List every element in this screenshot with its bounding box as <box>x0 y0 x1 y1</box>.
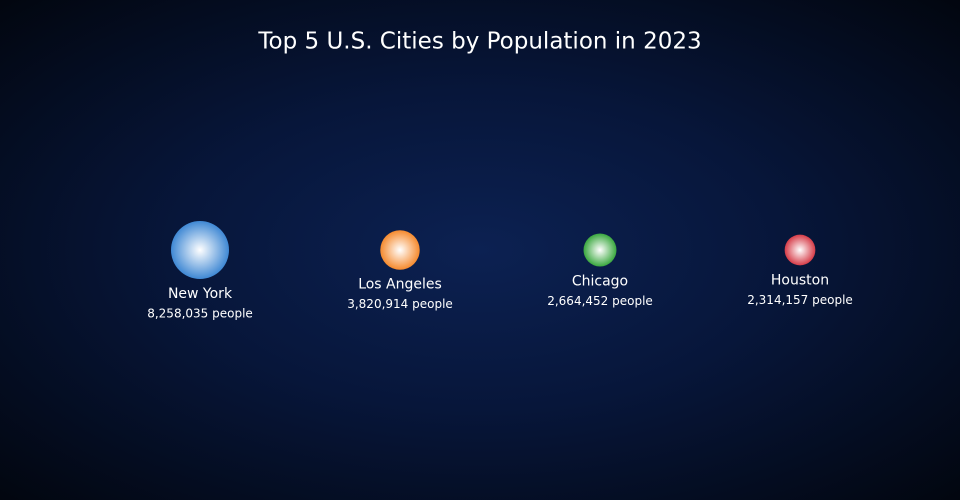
value-label: 3,820,914 people <box>347 297 453 311</box>
city-label: New York <box>168 286 233 302</box>
city-label: Houston <box>771 272 829 288</box>
bubble <box>380 230 420 270</box>
bubble <box>171 221 229 279</box>
chart-title: Top 5 U.S. Cities by Population in 2023 <box>257 29 701 55</box>
city-label: Los Angeles <box>358 277 442 293</box>
bubble <box>583 233 617 267</box>
value-label: 2,314,157 people <box>747 293 853 307</box>
city-label: Chicago <box>572 273 628 289</box>
bubble <box>784 234 816 266</box>
value-label: 2,664,452 people <box>547 294 653 308</box>
value-label: 8,258,035 people <box>147 307 253 321</box>
